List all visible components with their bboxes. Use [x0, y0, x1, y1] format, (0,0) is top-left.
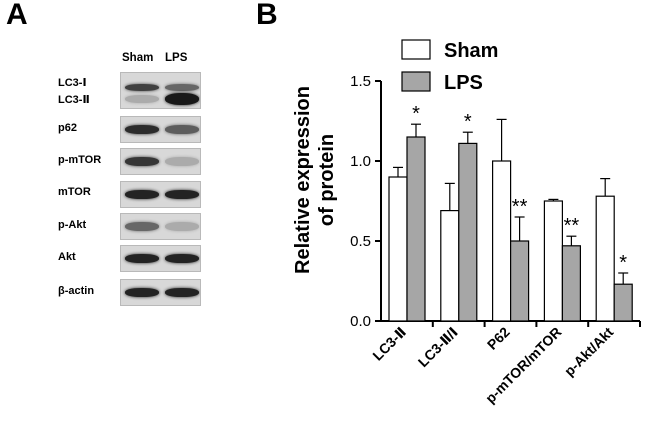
blot-band	[125, 157, 159, 166]
significance-marker: **	[512, 196, 528, 218]
blot-strip-beta-actin	[120, 279, 201, 306]
legend-label-lps: LPS	[444, 72, 483, 94]
blot-label: mTOR	[58, 186, 91, 198]
blot-band	[125, 190, 159, 199]
blot-band	[165, 157, 199, 166]
blot-strip-lc3	[120, 72, 201, 109]
bar-lps	[613, 283, 633, 322]
blot-band	[125, 222, 159, 231]
y-tick-label: 1.5	[350, 73, 371, 90]
blot-label: β-actin	[58, 285, 95, 297]
y-tick-label: 0.5	[350, 233, 371, 250]
blot-strip-p-mtor	[120, 148, 201, 175]
significance-marker: *	[619, 252, 627, 274]
blot-band	[125, 288, 159, 297]
bar-sham	[492, 160, 512, 322]
x-tick-label: p-Akt/Akt	[561, 324, 617, 380]
x-tick-label: LC3-Ⅱ	[369, 324, 409, 364]
panel-b-letter: B	[256, 0, 278, 31]
blot-label: p-mTOR	[58, 154, 102, 166]
x-tick-label: P62	[484, 324, 513, 353]
significance-marker: *	[412, 103, 420, 125]
y-axis-title-line: Relative expression	[292, 86, 314, 274]
bar-sham	[595, 195, 615, 322]
legend-swatch-sham	[401, 39, 431, 60]
bar-sham	[388, 176, 408, 322]
significance-marker: **	[564, 215, 580, 237]
y-axis-title: Relative expression of protein	[292, 86, 338, 274]
y-tick-label: 0.0	[350, 313, 371, 330]
blot-label: LC3-Ⅱ	[58, 94, 90, 106]
blot-strip-akt	[120, 245, 201, 272]
blot-label: p62	[58, 122, 77, 134]
blot-band	[165, 93, 199, 105]
blot-band	[125, 84, 159, 91]
blot-band	[165, 288, 199, 297]
column-header-sham: Sham	[122, 52, 154, 64]
blot-label: LC3-Ⅰ	[58, 77, 87, 89]
y-tick-label: 1.0	[350, 153, 371, 170]
blot-band	[165, 254, 199, 263]
x-tick-label: LC3-Ⅱ/Ⅰ	[415, 324, 461, 370]
blot-band	[125, 95, 159, 103]
blot-band	[125, 125, 159, 134]
bar-lps	[458, 142, 478, 322]
blot-band	[165, 190, 199, 199]
legend-swatch-lps	[401, 71, 431, 92]
y-axis-title-line: of protein	[316, 134, 338, 226]
legend-label-sham: Sham	[444, 40, 498, 62]
panel-a-letter: A	[6, 0, 28, 31]
significance-marker: *	[464, 111, 472, 133]
blot-band	[165, 222, 199, 231]
column-header-lps: LPS	[165, 52, 188, 64]
bar-lps	[406, 136, 426, 322]
blot-band	[125, 254, 159, 263]
bar-lps	[510, 240, 530, 322]
blot-strip-mtor	[120, 181, 201, 208]
blot-label: Akt	[58, 251, 76, 263]
blot-strip-p62	[120, 116, 201, 143]
blot-band	[165, 125, 199, 134]
bar-sham	[543, 200, 564, 322]
bar-lps	[561, 245, 582, 322]
blot-label: p-Akt	[58, 219, 87, 231]
bar-sham	[440, 210, 460, 322]
blot-band	[165, 84, 199, 91]
blot-strip-p-akt	[120, 213, 201, 240]
